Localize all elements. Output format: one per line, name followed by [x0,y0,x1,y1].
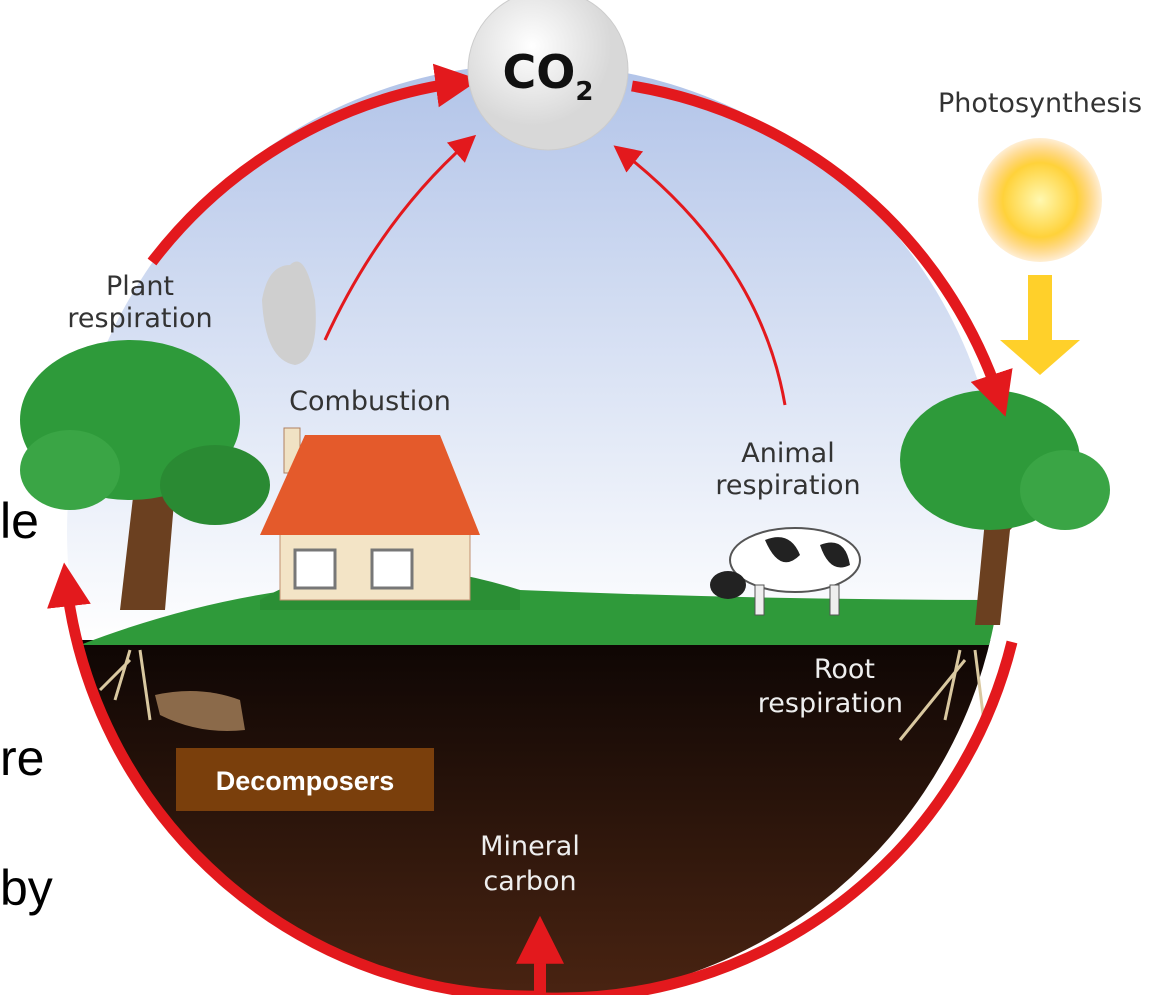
label: Animal [741,438,834,469]
co2-main: CO [503,45,576,99]
flow-arrow [545,640,1018,995]
cow [710,527,861,616]
label: Plant [106,271,174,302]
log [155,691,245,731]
sun [978,138,1102,262]
label: Photosynthesis [938,88,1142,119]
background-text: by [0,860,53,916]
house [260,427,480,601]
label: carbon [483,866,576,897]
tree-crown [1020,450,1110,530]
flow-arrow [147,63,480,266]
sun-arrow [1000,275,1080,375]
tree-crown [20,430,120,510]
label: respiration [67,303,212,334]
label: respiration [715,470,860,501]
decomposers-box [176,748,434,811]
label: Decomposers [216,766,395,796]
flow-arrow [47,562,540,995]
background-text: le [0,493,39,549]
label: Root [814,654,875,685]
label: Mineral [480,831,580,862]
background-text: re [0,730,44,786]
tree-crown [160,445,270,525]
co2-sub: 2 [575,77,593,107]
flow-arrow [631,80,1013,417]
smoke [262,261,316,365]
label: Combustion [289,386,451,417]
roots [98,649,152,721]
label: respiration [758,688,903,719]
co2-ball [467,0,629,151]
flow-arrow [613,145,787,406]
co2-label: CO2 [503,45,594,107]
flow-arrow [323,134,477,341]
